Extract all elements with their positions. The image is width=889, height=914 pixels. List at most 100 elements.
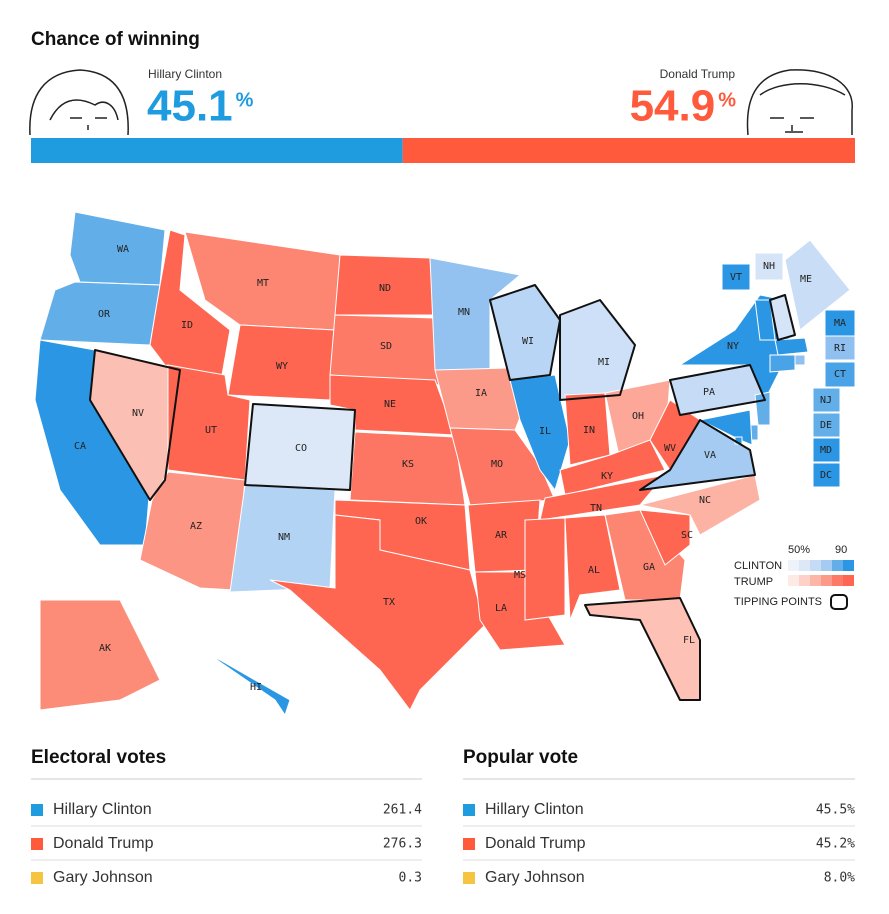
legend-label: TIPPING POINTS	[734, 596, 822, 608]
state-label: AZ	[190, 521, 202, 532]
row-name: Gary Johnson	[485, 869, 585, 886]
state-box	[812, 412, 841, 438]
state	[564, 514, 621, 621]
state	[784, 239, 851, 331]
state	[639, 474, 761, 536]
state-box	[824, 361, 856, 388]
row-value: 0.3	[399, 871, 422, 886]
title: Chance of winning	[31, 29, 200, 50]
state-label: IN	[583, 425, 595, 436]
tipping-outline	[244, 403, 356, 491]
state-label: NH	[763, 261, 775, 272]
state-label: AR	[495, 530, 508, 541]
row-value: 261.4	[383, 803, 422, 818]
state-label: MS	[514, 570, 526, 581]
state	[524, 517, 566, 621]
row-value: 276.3	[383, 837, 422, 852]
odds-bar	[402, 138, 855, 163]
state-label: HI	[250, 682, 262, 693]
swatch	[31, 838, 43, 850]
state-label: TN	[590, 503, 602, 514]
state	[639, 509, 691, 566]
candidate-name: Hillary Clinton	[148, 67, 222, 81]
state-label: NC	[699, 495, 711, 506]
state	[584, 597, 701, 701]
state-label: NV	[132, 408, 144, 419]
state-label: SC	[681, 530, 693, 541]
state-label: OH	[632, 411, 644, 422]
state-label: IA	[475, 388, 487, 399]
state-label: MI	[598, 357, 610, 368]
row-value: 45.5%	[816, 803, 855, 818]
state-box	[721, 263, 751, 291]
state-label: IL	[539, 426, 551, 437]
swatch	[799, 575, 810, 586]
swatch	[788, 560, 799, 571]
state	[167, 364, 251, 481]
state-label: FL	[683, 635, 695, 646]
legend-label: CLINTON	[734, 560, 782, 572]
state-label: NY	[727, 341, 739, 352]
swatch	[31, 872, 43, 884]
table-title: Electoral votes	[31, 747, 166, 768]
pct-unit: %	[236, 89, 254, 111]
tipping-outline	[584, 597, 701, 701]
swatch	[832, 560, 843, 571]
tipping-outline	[89, 349, 181, 501]
state	[489, 284, 561, 381]
row-name: Hillary Clinton	[485, 801, 584, 818]
state-label: MN	[458, 307, 470, 318]
state	[39, 281, 161, 346]
clinton-sketch	[29, 69, 129, 136]
state	[39, 599, 161, 711]
state-label: GA	[643, 562, 655, 573]
state-label: DC	[820, 470, 832, 481]
state-label: TX	[383, 597, 395, 608]
state-label: MO	[491, 459, 503, 470]
swatch	[799, 560, 810, 571]
row-name: Donald Trump	[485, 835, 586, 852]
state-label: AL	[588, 565, 600, 576]
state-label: VA	[704, 450, 716, 461]
state-box	[812, 437, 841, 463]
tipping-outline	[769, 294, 796, 341]
state	[329, 374, 456, 436]
trump-sketch	[746, 69, 853, 136]
tipping-outline	[639, 419, 756, 491]
row-name: Gary Johnson	[53, 869, 153, 886]
state	[754, 391, 771, 426]
state-label: MA	[834, 318, 846, 329]
state-label: WY	[276, 361, 288, 372]
state-label: MD	[820, 445, 832, 456]
swatch	[463, 804, 475, 816]
state-label: AK	[99, 643, 111, 654]
state-box	[812, 462, 841, 488]
tipping-outline	[669, 364, 766, 416]
swatch	[843, 575, 854, 586]
row-name: Hillary Clinton	[53, 801, 152, 818]
table-title: Popular vote	[463, 747, 578, 768]
state	[698, 409, 753, 446]
state-label: ME	[800, 274, 812, 285]
state-label: ID	[181, 320, 193, 331]
tipping-icon	[830, 594, 848, 610]
candidate-pct: 45.1	[147, 82, 233, 131]
state	[604, 509, 686, 601]
pct-unit: %	[718, 89, 736, 111]
swatch	[821, 575, 832, 586]
legend-label: 90	[835, 544, 847, 556]
swatch	[31, 804, 43, 816]
state	[794, 354, 806, 366]
odds-bar	[31, 138, 403, 163]
tipping-outline	[489, 284, 561, 381]
state	[269, 514, 486, 711]
state	[769, 354, 796, 373]
state-box	[824, 335, 856, 361]
state-label: CO	[295, 443, 307, 454]
row-value: 8.0%	[824, 871, 855, 886]
state-label: KY	[601, 471, 613, 482]
state	[429, 257, 522, 371]
swatch	[821, 560, 832, 571]
state-box	[824, 309, 856, 337]
